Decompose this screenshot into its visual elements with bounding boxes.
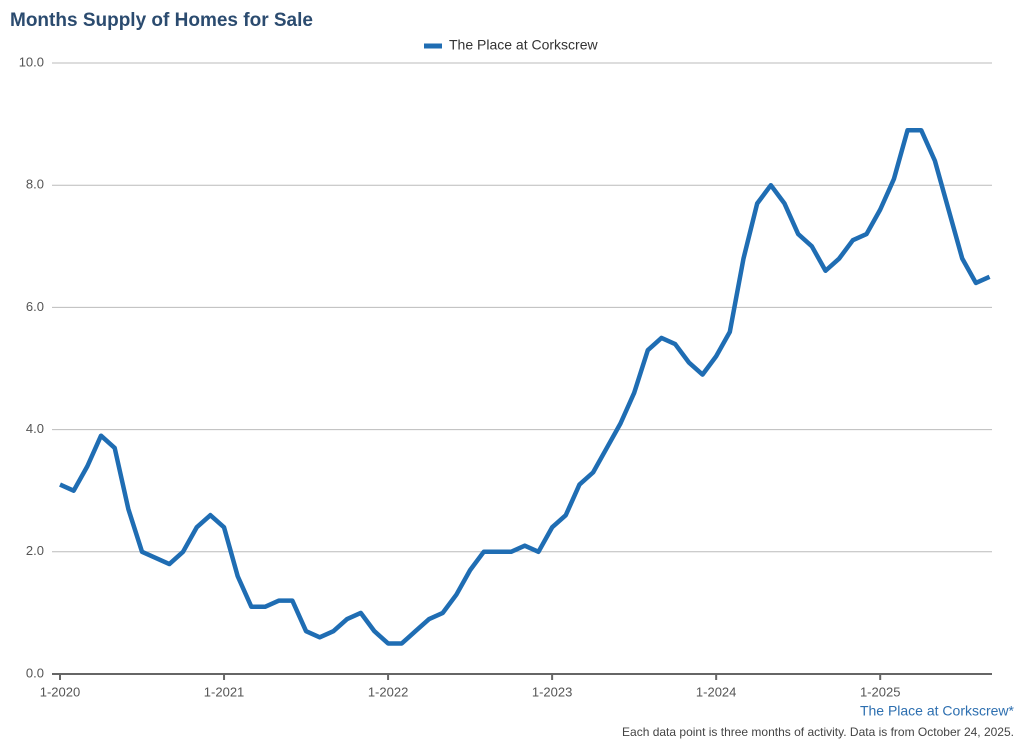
source-label: The Place at Corkscrew*	[860, 703, 1015, 719]
y-tick-label: 4.0	[26, 421, 44, 436]
y-tick-label: 2.0	[26, 543, 44, 558]
series-line	[59, 127, 991, 646]
y-tick-label: 6.0	[26, 299, 44, 314]
y-tick-label: 8.0	[26, 177, 44, 192]
legend-label: The Place at Corkscrew	[449, 37, 598, 53]
x-tick-label: 1-2021	[204, 684, 244, 699]
footnote: Each data point is three months of activ…	[622, 725, 1014, 739]
y-tick-label: 0.0	[26, 665, 44, 680]
x-tick-label: 1-2025	[860, 684, 900, 699]
y-tick-label: 10.0	[19, 54, 44, 69]
x-tick-label: 1-2020	[40, 684, 80, 699]
chart-title: Months Supply of Homes for Sale	[10, 10, 313, 31]
x-tick-label: 1-2023	[532, 684, 572, 699]
x-tick-label: 1-2022	[368, 684, 408, 699]
x-tick-label: 1-2024	[696, 684, 736, 699]
